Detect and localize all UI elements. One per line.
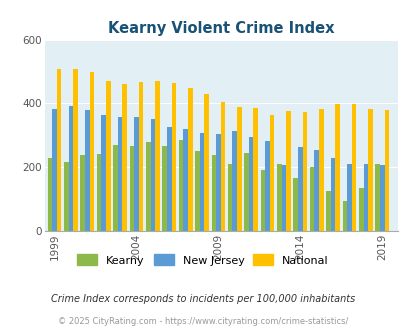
Title: Kearny Violent Crime Index: Kearny Violent Crime Index [108, 21, 334, 36]
Bar [96, 154, 101, 231]
Text: Crime Index corresponds to incidents per 100,000 inhabitants: Crime Index corresponds to incidents per… [51, 294, 354, 304]
Bar [351, 104, 356, 231]
Bar [379, 165, 384, 231]
Bar [297, 148, 302, 231]
Bar [227, 164, 232, 231]
Bar [117, 117, 122, 231]
Bar [342, 201, 346, 231]
Bar [314, 150, 318, 231]
Bar [122, 84, 127, 231]
Bar [68, 106, 73, 231]
Bar [248, 137, 253, 231]
Bar [269, 115, 274, 231]
Bar [330, 158, 335, 231]
Bar [155, 81, 159, 231]
Bar [204, 94, 209, 231]
Legend: Kearny, New Jersey, National: Kearny, New Jersey, National [72, 250, 333, 270]
Bar [211, 155, 215, 231]
Bar [145, 142, 150, 231]
Bar [363, 164, 367, 231]
Bar [64, 162, 68, 231]
Bar [276, 164, 281, 231]
Bar [57, 69, 61, 231]
Bar [264, 141, 269, 231]
Bar [326, 191, 330, 231]
Bar [318, 109, 323, 231]
Bar [195, 151, 199, 231]
Bar [358, 188, 363, 231]
Bar [281, 165, 286, 231]
Bar [106, 81, 110, 231]
Bar [166, 127, 171, 231]
Bar [199, 133, 204, 231]
Text: © 2025 CityRating.com - https://www.cityrating.com/crime-statistics/: © 2025 CityRating.com - https://www.city… [58, 317, 347, 326]
Bar [375, 164, 379, 231]
Bar [85, 111, 90, 231]
Bar [293, 179, 297, 231]
Bar [178, 140, 183, 231]
Bar [260, 170, 264, 231]
Bar [286, 112, 290, 231]
Bar [171, 83, 176, 231]
Bar [73, 69, 78, 231]
Bar [237, 107, 241, 231]
Bar [232, 131, 237, 231]
Bar [129, 147, 134, 231]
Bar [134, 117, 139, 231]
Bar [113, 145, 117, 231]
Bar [302, 112, 307, 231]
Bar [162, 147, 166, 231]
Bar [101, 115, 106, 231]
Bar [253, 108, 258, 231]
Bar [367, 109, 372, 231]
Bar [90, 72, 94, 231]
Bar [150, 119, 155, 231]
Bar [183, 129, 188, 231]
Bar [139, 82, 143, 231]
Bar [215, 134, 220, 231]
Bar [52, 109, 57, 231]
Bar [346, 164, 351, 231]
Bar [244, 153, 248, 231]
Bar [47, 158, 52, 231]
Bar [309, 167, 314, 231]
Bar [80, 155, 85, 231]
Bar [188, 88, 192, 231]
Bar [335, 104, 339, 231]
Bar [220, 102, 225, 231]
Bar [384, 110, 388, 231]
